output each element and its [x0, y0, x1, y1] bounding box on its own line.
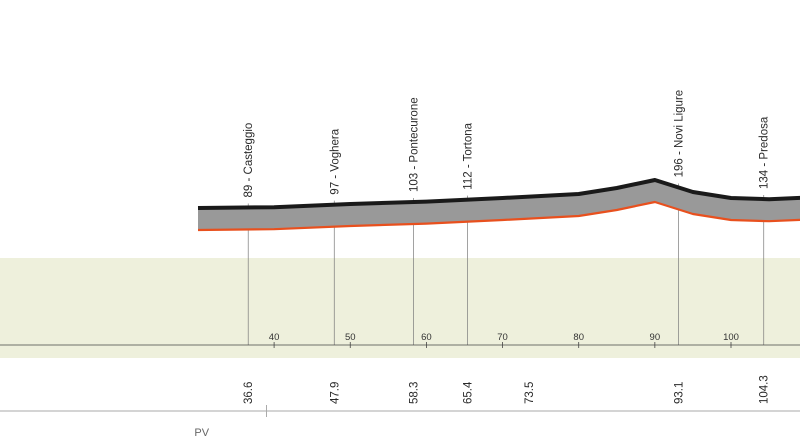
distance-label: 93.1: [674, 382, 686, 404]
km-tick-label: 90: [650, 332, 661, 343]
elevation-profile-area: [198, 180, 800, 230]
place-label: 89 - Casteggio: [243, 123, 255, 198]
sea-level-road-line: [197, 200, 800, 232]
place-labels: 89 - Casteggio 97 - Voghera 103 - Pontecur…: [243, 90, 771, 198]
distance-label: 58.3: [409, 382, 421, 404]
province-label: PV: [194, 427, 209, 439]
km-tick-label: 80: [573, 332, 584, 343]
place-label: 97 - Voghera: [329, 128, 341, 194]
distance-label: 73.5: [524, 382, 536, 404]
place-label: 134 - Predosa: [759, 116, 771, 189]
ground-area: [0, 258, 800, 358]
place-label: 112 - Tortona: [463, 122, 475, 189]
elevation-profile-edge: [197, 178, 800, 210]
km-tick-label: 50: [345, 332, 356, 343]
km-tick-label: 60: [421, 332, 432, 343]
distance-label: 65.4: [463, 381, 475, 404]
km-tick-label: 70: [497, 332, 508, 343]
distance-label: 36.6: [243, 382, 255, 404]
distance-label: 47.9: [329, 382, 341, 404]
km-tick-label: 40: [269, 332, 280, 343]
place-label: 196 - Novi Ligure: [674, 90, 686, 178]
place-label: 103 - Pontecurone: [409, 97, 421, 192]
km-tick-label: 100: [723, 332, 739, 343]
km-axis: 4050607080901001101201301401501601701801…: [269, 332, 800, 348]
distance-labels: 36.647.958.365.473.593.1104.3117.6128.81…: [243, 375, 771, 404]
province-labels: PVALSV: [194, 405, 267, 439]
distance-label: 104.3: [759, 375, 771, 404]
